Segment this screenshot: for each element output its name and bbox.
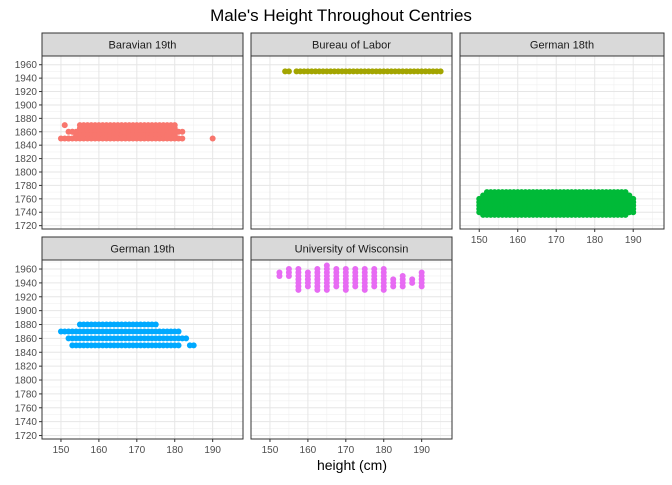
x-tick-label: 160 [300,445,317,456]
data-point [371,266,378,273]
data-point [361,266,368,273]
y-tick-label: 1880 [15,320,38,331]
y-tick-label: 1920 [15,87,38,98]
data-point [333,266,340,273]
y-tick-label: 1740 [15,417,38,428]
data-point [175,342,182,349]
y-tick-label: 1880 [15,114,38,125]
data-point [152,321,159,328]
y-tick-label: 1720 [15,221,38,232]
x-tick-label: 170 [128,445,145,456]
facet-panel: University of Wisconsin 150 160 170 180 190 [250,236,453,456]
x-tick-label: 150 [262,445,279,456]
panel-border [459,55,665,230]
data-point [399,272,406,279]
panel-border [250,259,453,440]
y-tick-label: 1760 [15,194,38,205]
y-tick-label: 1920 [15,292,38,303]
data-point [295,266,302,273]
chart-title: Male's Height Throughout Centries [210,6,472,25]
y-tick-label: 1800 [15,376,38,387]
x-tick-label: 170 [337,445,354,456]
y-tick-label: 1820 [15,154,38,165]
data-point [61,122,68,129]
x-axis-title: height (cm) [317,457,387,473]
panel-border [250,55,453,230]
facet-strip-label: German 18th [530,40,594,52]
facet-strip-label: German 19th [110,244,174,256]
panel-border [41,259,244,440]
data-point [323,262,330,269]
data-point [342,266,349,273]
x-tick-label: 180 [166,445,183,456]
data-point [390,276,397,283]
y-tick-label: 1740 [15,208,38,219]
x-tick-label: 150 [471,235,488,246]
data-point [179,135,186,142]
x-tick-label: 160 [509,235,526,246]
data-point [285,68,292,75]
data-point [352,266,359,273]
data-point [190,342,197,349]
facet-panel: German 18th 150 160 170 180 190 [459,32,665,246]
x-tick-label: 180 [586,235,603,246]
y-tick-label: 1840 [15,141,38,152]
facet-panel: Baravian 19th 1720 1740 1760 1780 1800 1820 184… [15,32,244,232]
facet-strip-label: Bureau of Labor [312,40,391,52]
facet-panels: Baravian 19th 1720 1740 1760 1780 1800 1820 184… [15,32,665,456]
y-tick-label: 1940 [15,74,38,85]
x-tick-label: 160 [91,445,108,456]
data-point [622,211,629,218]
data-point [209,135,216,142]
y-tick-label: 1900 [15,306,38,317]
y-tick-label: 1860 [15,334,38,345]
y-tick-label: 1960 [15,60,38,71]
x-tick-label: 190 [204,445,221,456]
data-point [179,335,186,342]
data-point [276,269,283,276]
y-tick-label: 1960 [15,265,38,276]
data-point [314,266,321,273]
y-tick-label: 1780 [15,181,38,192]
data-point [304,269,311,276]
x-tick-label: 180 [375,445,392,456]
data-point [437,68,444,75]
y-tick-label: 1860 [15,127,38,138]
data-point [380,266,387,273]
facet-panel: German 19th 1720 1740 1760 1780 1800 1820 1840 1… [15,236,244,456]
x-tick-label: 150 [53,445,70,456]
y-tick-label: 1840 [15,348,38,359]
y-tick-label: 1940 [15,278,38,289]
data-point [418,269,425,276]
data-point [175,328,182,335]
x-tick-label: 190 [413,445,430,456]
y-tick-label: 1720 [15,431,38,442]
x-tick-label: 190 [625,235,642,246]
facet-panel: Bureau of Labor [250,32,453,230]
x-tick-label: 170 [548,235,565,246]
data-point [409,276,416,283]
y-tick-label: 1900 [15,100,38,111]
data-point [630,209,637,216]
y-tick-label: 1780 [15,389,38,400]
panel-border [41,55,244,230]
data-point [285,266,292,273]
y-tick-label: 1760 [15,403,38,414]
data-point [179,128,186,135]
y-tick-label: 1820 [15,362,38,373]
facet-strip-label: University of Wisconsin [295,244,409,256]
y-tick-label: 1800 [15,168,38,179]
facet-strip-label: Baravian 19th [109,40,177,52]
